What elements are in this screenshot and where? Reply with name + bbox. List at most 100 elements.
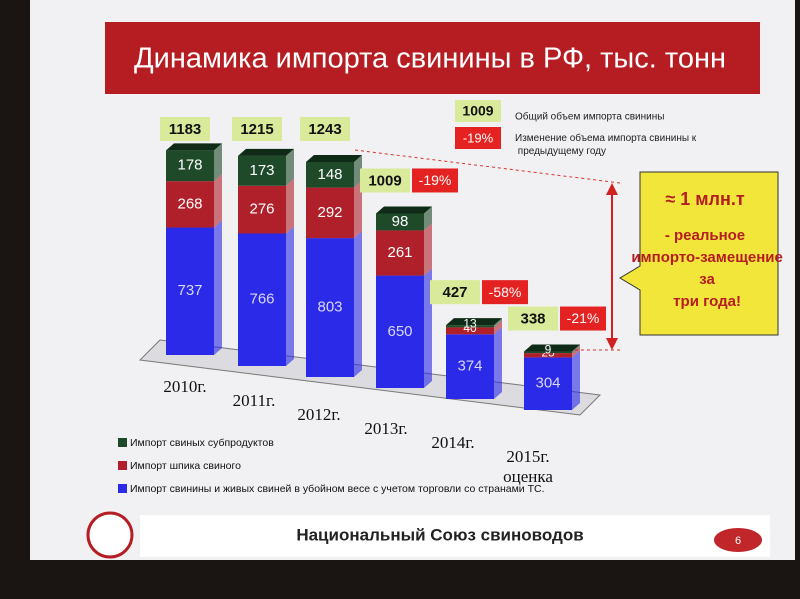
segment-label: 98 — [392, 213, 409, 230]
segment-label: 766 — [249, 291, 274, 308]
x-tick-label: 2013г. — [364, 419, 408, 438]
change-box — [482, 280, 528, 305]
page-number: 6 — [735, 535, 741, 547]
bar-side — [354, 231, 362, 377]
bar-segment — [376, 230, 424, 276]
legend-label: Импорт свинины и живых свиней в убойном … — [130, 483, 545, 495]
bar-side — [354, 180, 362, 239]
bar-side — [214, 220, 222, 355]
total-label: 1009 — [368, 172, 401, 189]
change-label: -19% — [419, 172, 452, 188]
bar-side — [424, 223, 432, 276]
bar-segment — [166, 150, 214, 182]
segment-label: 13 — [463, 316, 477, 330]
legend-swatch — [118, 484, 127, 493]
callout-headline: ≈ 1 млн.т — [665, 189, 745, 209]
bar-segment — [238, 185, 286, 234]
bar-segment — [446, 327, 494, 335]
segment-label: 304 — [535, 375, 560, 392]
chart-title: Динамика импорта свинины в РФ, тыс. тонн — [134, 43, 726, 75]
footer-strip — [140, 515, 770, 557]
segment-label: 261 — [387, 244, 412, 261]
bar-side — [572, 346, 580, 358]
legend-label: Импорт шпика свиного — [130, 460, 241, 472]
page-badge — [714, 528, 762, 552]
legend-change-text: Изменение объема импорта свинины к преды… — [515, 132, 697, 157]
change-label: -21% — [567, 310, 600, 326]
bar-side — [214, 143, 222, 182]
segment-label: 803 — [317, 299, 342, 316]
segment-label: 173 — [249, 162, 274, 179]
title-banner — [105, 22, 760, 94]
bar-segment — [376, 275, 424, 388]
bar-side — [494, 327, 502, 399]
x-tick-label: 2015г. оценка — [503, 447, 553, 486]
logo — [86, 511, 134, 559]
footer-text: Национальный Союз свиноводов — [296, 525, 583, 544]
segment-label: 268 — [177, 195, 202, 212]
total-box — [160, 117, 210, 141]
bar-top — [166, 143, 222, 151]
x-tick-label: 2010г. — [163, 377, 207, 396]
bar-segment — [524, 353, 572, 358]
bar-segment — [446, 325, 494, 328]
total-label: 1243 — [308, 121, 341, 138]
bar-segment — [306, 187, 354, 239]
legend-total-text: Общий объем импорта свинины — [515, 111, 664, 123]
total-box — [360, 168, 410, 193]
segment-label: 374 — [457, 358, 482, 375]
x-tick-label: 2012г. — [297, 405, 341, 424]
bar-side — [286, 226, 294, 366]
bar-side — [572, 350, 580, 410]
x-tick-label: 2014г. — [431, 433, 475, 452]
legend-change-sample: -19% — [463, 130, 494, 145]
bar-side — [286, 178, 294, 234]
guide-line — [354, 149, 621, 184]
legend-swatch — [118, 438, 127, 447]
bar-side — [214, 174, 222, 228]
bar-side — [286, 148, 294, 186]
change-box — [412, 168, 458, 193]
legend-total-sample: 1009 — [462, 103, 493, 119]
bar-segment — [238, 233, 286, 366]
change-label: -58% — [489, 284, 522, 300]
callout-text: - реальное импорто-замещение за три года… — [627, 227, 783, 310]
bar-segment — [166, 181, 214, 228]
segment-label: 148 — [317, 166, 342, 183]
legend-swatch — [118, 461, 127, 470]
total-label: 1215 — [240, 121, 273, 138]
segment-label: 178 — [177, 157, 202, 174]
segment-label: 650 — [387, 323, 412, 340]
bar-segment — [306, 238, 354, 377]
bar-side — [572, 344, 580, 354]
total-label: 338 — [520, 311, 545, 328]
bar-top — [446, 318, 502, 326]
legend-change-box — [455, 127, 501, 149]
legend-total-box — [455, 100, 501, 122]
bar-segment — [238, 155, 286, 186]
bar-side — [494, 318, 502, 328]
change-box — [560, 306, 606, 331]
total-box — [430, 280, 480, 305]
bar-top — [238, 148, 294, 156]
segment-label: 9 — [545, 342, 552, 356]
bar-top — [306, 155, 362, 162]
bar-segment — [376, 213, 424, 231]
total-label: 1183 — [169, 121, 202, 138]
x-tick-label: 2011г. — [232, 391, 276, 410]
segment-label: 276 — [249, 201, 274, 218]
bar-side — [494, 320, 502, 335]
total-label: 427 — [442, 284, 467, 301]
bar-segment — [446, 334, 494, 399]
segment-label: 292 — [317, 204, 342, 221]
callout-box — [619, 171, 779, 336]
bar-top — [524, 344, 580, 352]
bar-segment — [524, 357, 572, 410]
bar-top — [376, 206, 432, 214]
bar-segment — [306, 162, 354, 188]
segment-label: 737 — [177, 282, 202, 299]
total-box — [508, 306, 558, 331]
bar-segment — [524, 351, 572, 354]
